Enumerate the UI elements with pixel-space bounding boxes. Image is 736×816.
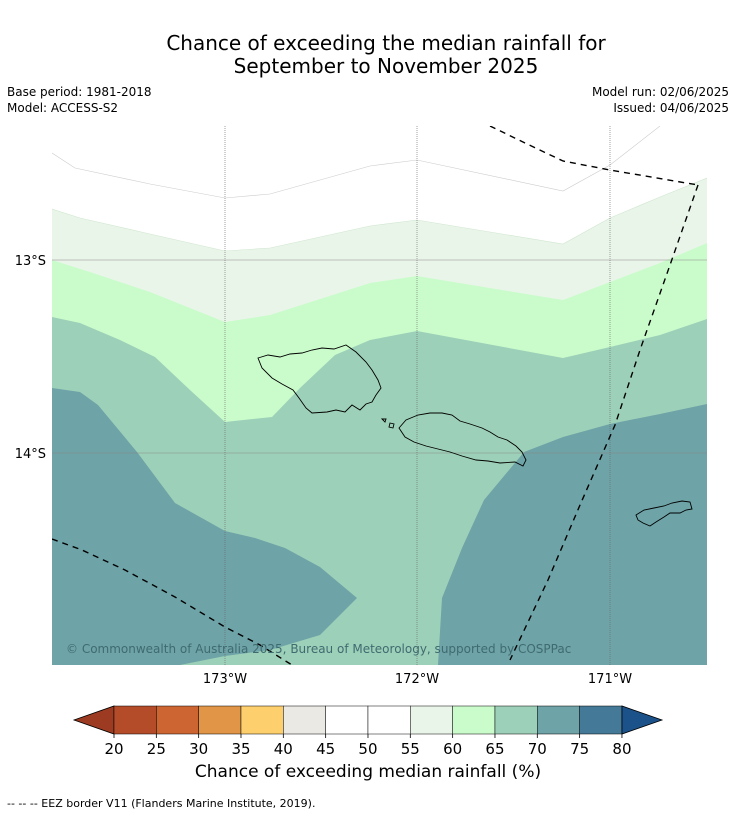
colorbar-segment [156, 705, 199, 735]
colorbar-segment [579, 705, 623, 735]
colorbar-tick-label: 25 [147, 740, 166, 758]
eez-border-southwest [52, 538, 293, 665]
tutuila-island [635, 500, 693, 527]
colorbar-tick-label: 65 [485, 740, 504, 758]
meta-right: Model run: 02/06/2025 Issued: 04/06/2025 [592, 84, 729, 116]
eez-border-east [509, 184, 699, 661]
base-period-text: Base period: 1981-2018 [7, 85, 152, 99]
colorbar-segment [198, 705, 242, 735]
lon-label-171w: 171°W [588, 672, 632, 687]
colorbar-segment [452, 705, 496, 735]
colorbar-extend-low [72, 705, 115, 735]
lat-label-13s: 13°S [15, 254, 46, 269]
colorbar-tick-label: 55 [401, 740, 420, 758]
colorbar-tick-label: 70 [528, 740, 547, 758]
contour-band-70-75-east [438, 404, 707, 665]
colorbar-segment [494, 705, 538, 735]
colorbar-tick-label: 45 [316, 740, 335, 758]
savaii-island [257, 344, 382, 414]
colorbar-tick-label: 60 [443, 740, 462, 758]
colorbar-segment [367, 705, 411, 735]
colorbar-segment [410, 705, 453, 735]
upolu-island [398, 412, 527, 467]
colorbar-tick-label: 20 [104, 740, 123, 758]
colorbar-tick-label: 35 [231, 740, 250, 758]
issued-text: Issued: 04/06/2025 [613, 101, 729, 115]
apolima-island [380, 418, 387, 423]
colorbar-segment [325, 705, 369, 735]
colorbar-segment [283, 705, 326, 735]
forecast-map: © Commonwealth of Australia 2025, Bureau… [15, 126, 707, 758]
colorbar-label: Chance of exceeding median rainfall (%) [194, 762, 542, 782]
colorbar: 20 25 30 35 40 45 50 55 60 65 70 75 80 [72, 705, 664, 758]
colorbar-tick-label: 80 [612, 740, 631, 758]
manono-island [388, 422, 395, 429]
model-text: Model: ACCESS-S2 [7, 101, 119, 115]
colorbar-segment [240, 705, 284, 735]
colorbar-tick-label: 40 [274, 740, 293, 758]
copyright-text: © Commonwealth of Australia 2025, Bureau… [66, 642, 571, 656]
meta-left: Base period: 1981-2018 Model: ACCESS-S2 [7, 84, 152, 116]
eez-footnote: -- -- -- EEZ border V11 (Flanders Marine… [7, 797, 316, 810]
title-line-1: Chance of exceeding the median rainfall … [166, 31, 606, 55]
colorbar-segment [113, 705, 157, 735]
colorbar-tick-label: 30 [189, 740, 208, 758]
lat-label-14s: 14°S [15, 447, 46, 462]
contour-line-50 [52, 126, 661, 199]
contour-line-55 [52, 177, 707, 252]
eez-border-north [489, 126, 699, 186]
title-line-2: September to November 2025 [233, 54, 539, 78]
lon-label-173w: 173°W [203, 672, 247, 687]
model-run-text: Model run: 02/06/2025 [591, 85, 729, 99]
colorbar-tick-label: 50 [358, 740, 377, 758]
map-plot-area: © Commonwealth of Australia 2025, Bureau… [52, 126, 707, 665]
colorbar-segment [537, 705, 580, 735]
colorbar-tick-label: 75 [570, 740, 589, 758]
lon-label-172w: 172°W [395, 672, 439, 687]
contour-band-70-75-west [52, 388, 357, 665]
colorbar-extend-high [621, 705, 664, 735]
page-title: Chance of exceeding the median rainfall … [0, 32, 736, 78]
